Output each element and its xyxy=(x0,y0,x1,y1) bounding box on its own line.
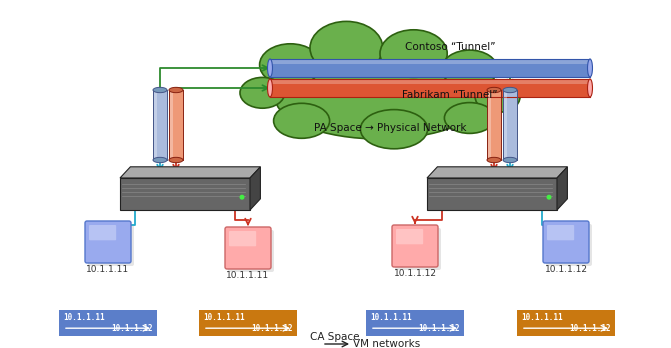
Ellipse shape xyxy=(380,30,447,77)
Ellipse shape xyxy=(503,87,517,93)
Circle shape xyxy=(546,195,552,200)
Bar xyxy=(427,178,557,210)
Text: CA Space: CA Space xyxy=(310,332,360,342)
Ellipse shape xyxy=(268,79,272,97)
FancyBboxPatch shape xyxy=(395,228,441,270)
Bar xyxy=(270,79,590,84)
Text: 10.1.1.11: 10.1.1.11 xyxy=(226,271,270,280)
Text: 10.1.1.12: 10.1.1.12 xyxy=(252,324,293,333)
Bar xyxy=(120,178,250,210)
Text: 10.1.1.11: 10.1.1.11 xyxy=(63,313,105,322)
FancyBboxPatch shape xyxy=(225,227,271,269)
FancyBboxPatch shape xyxy=(543,221,589,263)
Ellipse shape xyxy=(475,81,520,112)
Ellipse shape xyxy=(275,55,485,139)
Text: 10.1.1.12: 10.1.1.12 xyxy=(570,324,611,333)
FancyBboxPatch shape xyxy=(85,221,131,263)
Bar xyxy=(59,310,157,336)
Bar xyxy=(169,90,172,160)
Text: VM networks: VM networks xyxy=(353,339,420,348)
Polygon shape xyxy=(250,167,260,210)
Circle shape xyxy=(240,195,244,200)
Ellipse shape xyxy=(487,87,501,93)
Ellipse shape xyxy=(588,79,592,97)
FancyBboxPatch shape xyxy=(89,225,116,240)
Text: 10.1.1.12: 10.1.1.12 xyxy=(419,324,460,333)
Bar xyxy=(503,90,507,160)
Bar xyxy=(503,90,517,160)
FancyBboxPatch shape xyxy=(547,225,574,240)
Polygon shape xyxy=(557,167,568,210)
FancyBboxPatch shape xyxy=(88,224,134,266)
Text: 10.1.1.12: 10.1.1.12 xyxy=(393,269,437,278)
Ellipse shape xyxy=(442,50,498,88)
Ellipse shape xyxy=(169,157,183,163)
Bar xyxy=(270,59,590,63)
Bar xyxy=(366,310,464,336)
Bar xyxy=(153,90,156,160)
Text: 10.1.1.11: 10.1.1.11 xyxy=(87,265,130,274)
Ellipse shape xyxy=(274,103,329,138)
Text: Fabrikam “Tunnel”: Fabrikam “Tunnel” xyxy=(402,90,498,100)
Text: PA Space → Physical Network: PA Space → Physical Network xyxy=(314,123,466,133)
Ellipse shape xyxy=(503,157,517,163)
FancyBboxPatch shape xyxy=(228,230,274,272)
FancyBboxPatch shape xyxy=(392,225,438,267)
Bar xyxy=(199,310,297,336)
Text: 10.1.1.11: 10.1.1.11 xyxy=(370,313,411,322)
Ellipse shape xyxy=(360,110,427,149)
Polygon shape xyxy=(120,167,260,178)
Text: 10.1.1.11: 10.1.1.11 xyxy=(203,313,245,322)
Polygon shape xyxy=(427,167,568,178)
FancyBboxPatch shape xyxy=(229,231,256,246)
Bar xyxy=(153,90,167,160)
Bar xyxy=(270,59,590,77)
Ellipse shape xyxy=(260,44,321,86)
Bar xyxy=(487,90,491,160)
Ellipse shape xyxy=(268,59,272,77)
Ellipse shape xyxy=(588,59,592,77)
Ellipse shape xyxy=(153,87,167,93)
Bar xyxy=(517,310,615,336)
Ellipse shape xyxy=(487,157,501,163)
Text: 10.1.1.12: 10.1.1.12 xyxy=(544,265,588,274)
Bar xyxy=(169,90,183,160)
Ellipse shape xyxy=(153,157,167,163)
Text: 10.1.1.12: 10.1.1.12 xyxy=(111,324,153,333)
Ellipse shape xyxy=(169,87,183,93)
Ellipse shape xyxy=(240,77,285,108)
Ellipse shape xyxy=(310,21,382,74)
FancyBboxPatch shape xyxy=(396,229,423,244)
FancyBboxPatch shape xyxy=(546,224,592,266)
Ellipse shape xyxy=(444,103,495,133)
Bar xyxy=(487,90,501,160)
Text: 10.1.1.11: 10.1.1.11 xyxy=(521,313,562,322)
Text: Contoso “Tunnel”: Contoso “Tunnel” xyxy=(405,42,495,52)
Bar xyxy=(270,79,590,97)
